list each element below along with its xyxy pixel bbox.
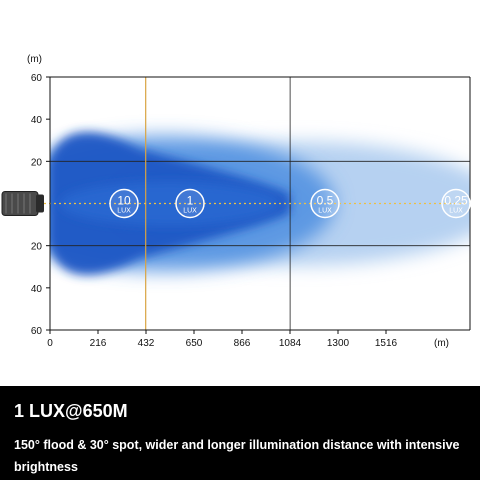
- lux-value-label: 0.5: [317, 194, 334, 208]
- lux-marker-circle: [175, 188, 205, 219]
- x-tick-label: 216: [90, 338, 107, 349]
- axes: [46, 76, 471, 334]
- lamp-lens: [36, 194, 44, 213]
- y-tick-label: 40: [31, 115, 43, 126]
- x-unit-label: (m): [434, 338, 449, 349]
- lux-value-label: 0.25: [444, 194, 468, 208]
- y-tick-label: 40: [31, 284, 43, 295]
- lux-value-label: 1: [187, 194, 194, 208]
- x-tick-label: 432: [138, 338, 155, 349]
- x-tick-label: 1516: [375, 338, 398, 349]
- axis-labels: 0 216 432 650 866 1084 1300 1516 (m) 60 40 20 20 40 60…: [27, 54, 449, 349]
- y-tick-label: 60: [31, 326, 43, 337]
- caption-description: 150° flood & 30° spot, wider and longer …: [14, 438, 460, 474]
- lux-unit-label: LUX: [117, 208, 131, 215]
- lux-marker-circle: [310, 188, 340, 219]
- lux-unit-label: LUX: [449, 208, 463, 215]
- lux-marker-circle: [109, 188, 139, 219]
- lamp-icon: [1, 191, 44, 216]
- lux-unit-label: LUX: [183, 208, 197, 215]
- y-tick-label: 20: [31, 242, 43, 253]
- caption-panel: 1 LUX@650M 150° flood & 30° spot, wider …: [0, 386, 480, 480]
- beam-chart-area: 10 LUX 1 LUX 0.5 LUX 0.25 LUX 0 216 432 650 866 1084…: [1, 54, 471, 349]
- lux-marker-circle: [441, 188, 471, 219]
- lux-value-label: 10: [117, 194, 131, 208]
- x-tick-label: 866: [234, 338, 251, 349]
- y-tick-label: 60: [31, 73, 43, 84]
- y-unit-label: (m): [27, 54, 42, 65]
- lux-unit-label: LUX: [318, 208, 332, 215]
- x-tick-label: 1084: [279, 338, 302, 349]
- x-tick-label: 650: [186, 338, 203, 349]
- x-tick-label: 0: [47, 338, 53, 349]
- caption-title: 1 LUX@650M: [14, 401, 128, 421]
- y-tick-label: 20: [31, 157, 43, 168]
- lamp-body: [1, 191, 39, 216]
- x-tick-label: 1300: [327, 338, 350, 349]
